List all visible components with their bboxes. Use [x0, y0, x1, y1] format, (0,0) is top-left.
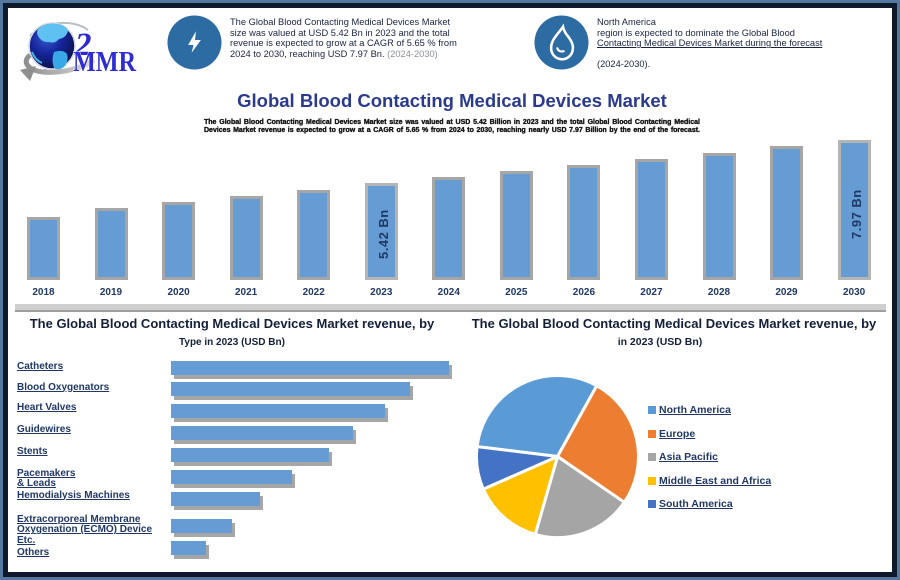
svg-text:2: 2	[74, 27, 92, 63]
svg-text:MMR: MMR	[73, 47, 137, 78]
